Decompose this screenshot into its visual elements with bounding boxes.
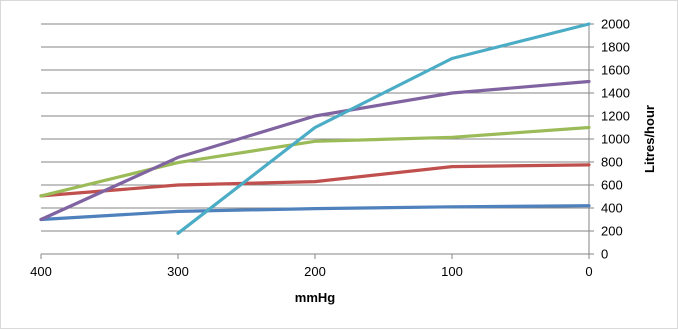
y-tick-label: 1000 xyxy=(601,132,630,147)
x-axis-ticks: 400 300 200 100 0 xyxy=(30,264,592,279)
x-axis-title: mmHg xyxy=(295,290,336,305)
y-tick-label: 1600 xyxy=(601,63,630,78)
series-line-3 xyxy=(39,125,591,198)
y-axis-title: Litres/hour xyxy=(642,105,657,173)
y-tick-label: 1200 xyxy=(601,109,630,124)
x-tick-label: 300 xyxy=(167,264,189,279)
y-tick-label: 800 xyxy=(601,155,623,170)
series-line-2 xyxy=(39,163,591,198)
x-tick-label: 100 xyxy=(441,264,463,279)
x-tick-label: 200 xyxy=(304,264,326,279)
series-line-5 xyxy=(176,22,591,235)
y-tick-label: 1400 xyxy=(601,86,630,101)
series-lines xyxy=(39,22,591,235)
x-tick-label: 0 xyxy=(585,264,592,279)
y-tick-label: 1800 xyxy=(601,40,630,55)
series-line-1 xyxy=(39,204,591,222)
y-tick-label: 0 xyxy=(601,247,608,262)
y-tick-label: 2000 xyxy=(601,17,630,32)
x-tick-label: 400 xyxy=(30,264,52,279)
series-line-4 xyxy=(39,79,591,222)
y-axis-ticks: 0 200 400 600 800 1000 1200 1400 1600 1800 2000 xyxy=(601,17,630,262)
y-tick-label: 400 xyxy=(601,201,623,216)
y-tick-label: 200 xyxy=(601,224,623,239)
y-tick-label: 600 xyxy=(601,178,623,193)
